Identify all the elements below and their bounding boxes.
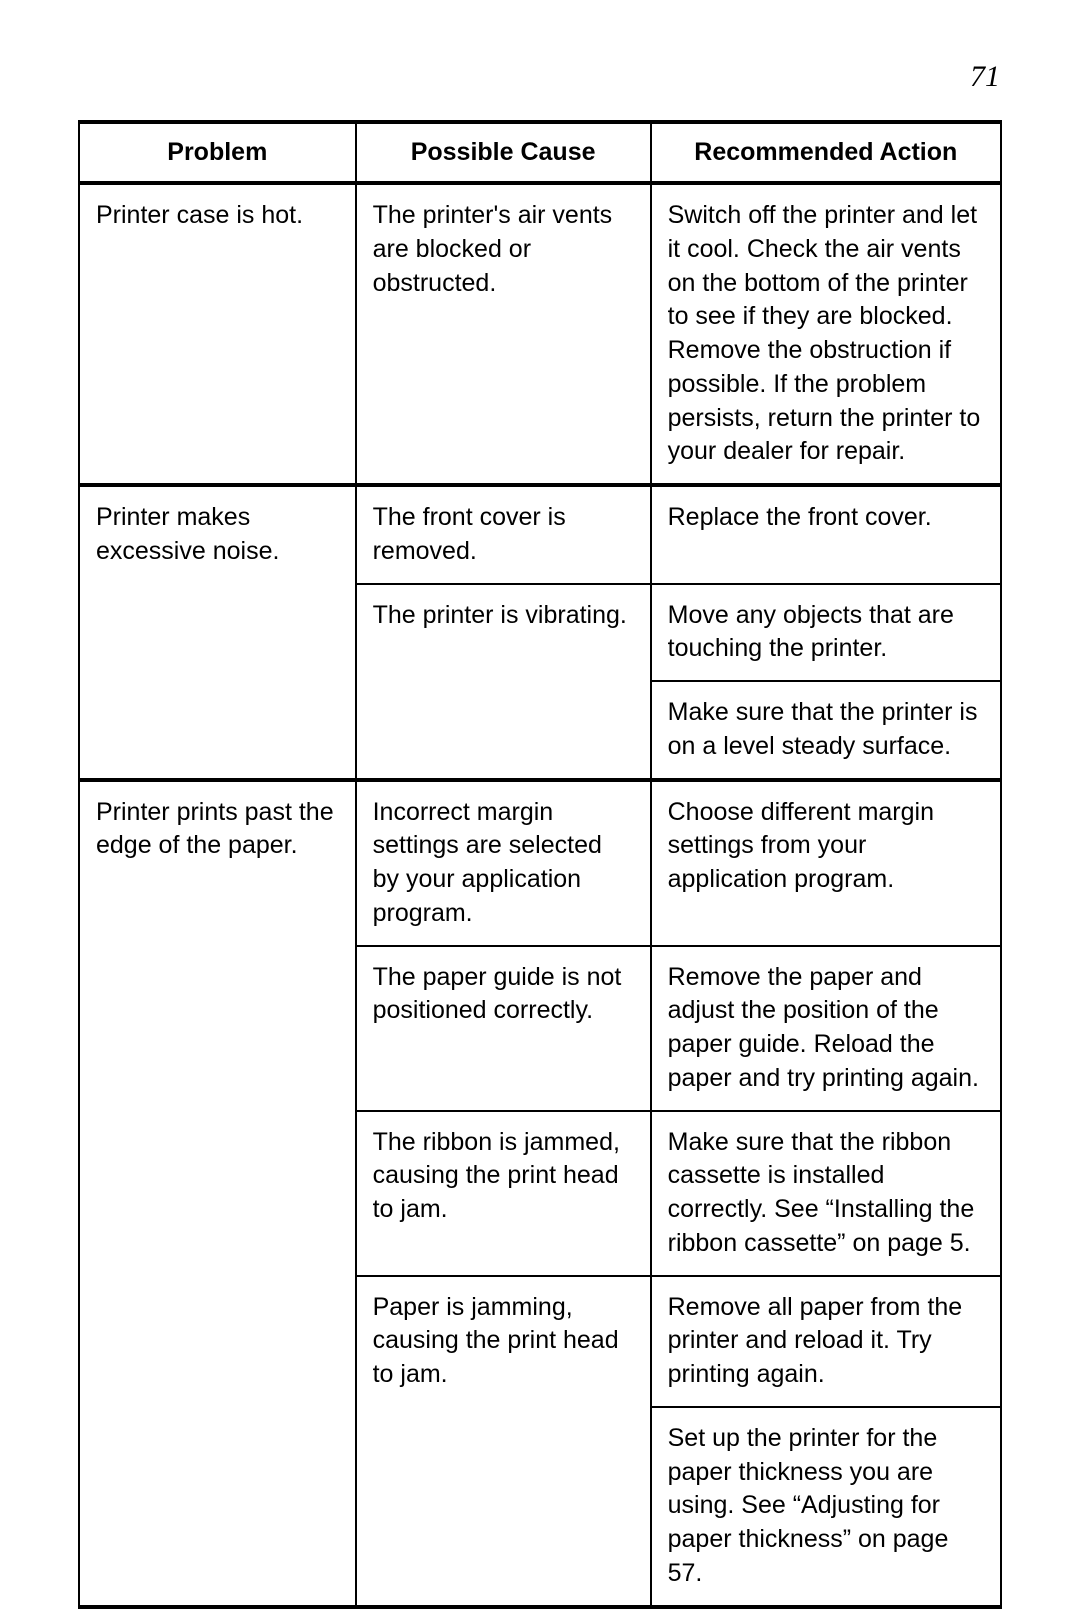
table-row: Printer case is hot.The printer's air ve… <box>79 183 1001 485</box>
cause-cell: Paper is jamming, causing the print head… <box>356 1276 651 1607</box>
table-body: Printer case is hot.The printer's air ve… <box>79 183 1001 1607</box>
cause-cell: The paper guide is not positioned correc… <box>356 946 651 1111</box>
cause-cell: The printer's air vents are blocked or o… <box>356 183 651 485</box>
action-cell: Remove all paper from the printer and re… <box>651 1276 1001 1407</box>
troubleshooting-table-container: Problem Possible Cause Recommended Actio… <box>78 120 1002 1609</box>
troubleshooting-table: Problem Possible Cause Recommended Actio… <box>78 120 1002 1609</box>
problem-cell: Printer case is hot. <box>79 183 356 485</box>
table-header-row: Problem Possible Cause Recommended Actio… <box>79 122 1001 183</box>
cause-cell: Incorrect margin settings are selected b… <box>356 780 651 946</box>
action-cell: Make sure that the ribbon cassette is in… <box>651 1111 1001 1276</box>
action-cell: Make sure that the printer is on a level… <box>651 681 1001 780</box>
col-header-cause: Possible Cause <box>356 122 651 183</box>
table-row: Printer makes excessive noise.The front … <box>79 485 1001 584</box>
action-cell: Replace the front cover. <box>651 485 1001 584</box>
problem-cell: Printer prints past the edge of the pape… <box>79 780 356 1607</box>
col-header-action: Recommended Action <box>651 122 1001 183</box>
action-cell: Switch off the printer and let it cool. … <box>651 183 1001 485</box>
cause-cell: The ribbon is jammed, causing the print … <box>356 1111 651 1276</box>
action-cell: Move any objects that are touching the p… <box>651 584 1001 682</box>
action-cell: Remove the paper and adjust the position… <box>651 946 1001 1111</box>
problem-cell: Printer makes excessive noise. <box>79 485 356 780</box>
table-row: Printer prints past the edge of the pape… <box>79 780 1001 946</box>
col-header-problem: Problem <box>79 122 356 183</box>
cause-cell: The front cover is removed. <box>356 485 651 584</box>
page-number: 71 <box>970 60 1000 94</box>
action-cell: Set up the printer for the paper thickne… <box>651 1407 1001 1607</box>
cause-cell: The printer is vibrating. <box>356 584 651 780</box>
action-cell: Choose different margin settings from yo… <box>651 780 1001 946</box>
